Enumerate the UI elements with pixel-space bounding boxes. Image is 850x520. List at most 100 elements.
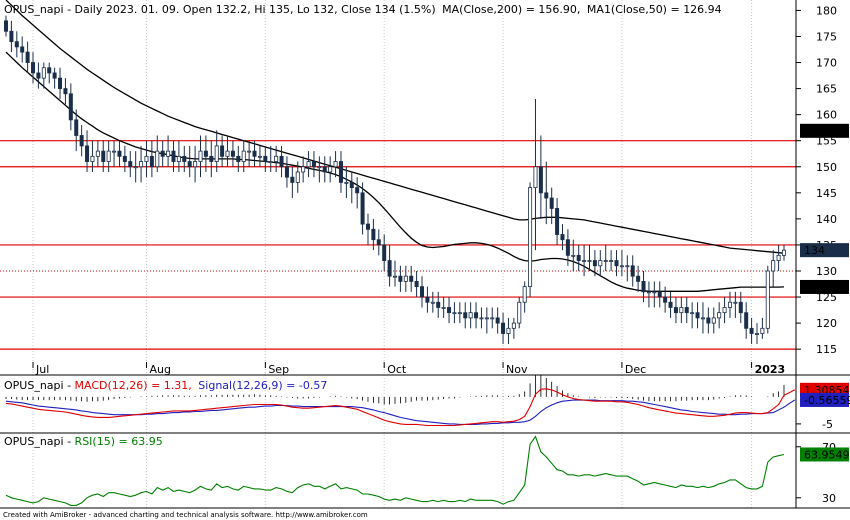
candle-body [765, 270, 770, 329]
candle-body [117, 150, 122, 157]
candle-body [576, 254, 581, 261]
candle-body [214, 145, 219, 162]
candle-body [695, 312, 700, 319]
candle-body [182, 155, 187, 162]
candle-body [668, 301, 673, 308]
price-y-tick-label: 115 [816, 343, 837, 356]
candle-body [171, 150, 176, 162]
ma50-header-text: MA1(Close,50) = 126.94 [587, 3, 722, 16]
rsi-panel-title: OPUS_napi - RSI(15) = 63.95 [4, 435, 163, 448]
x-tick-label: Oct [387, 363, 407, 376]
candle-body [652, 291, 657, 294]
axis-tick-labels: JulAugSepOctNovDec2023115120125130135140… [35, 4, 837, 504]
candle-body [355, 187, 360, 194]
candle-body [544, 192, 549, 199]
candle-body [511, 322, 516, 329]
candle-body [425, 296, 430, 303]
price-y-tick-label: 120 [816, 317, 837, 330]
candle-body [133, 166, 138, 169]
candle-body [230, 150, 235, 157]
candle-body [614, 260, 619, 267]
candle-body [349, 181, 354, 189]
candle-body [301, 166, 306, 173]
panel-frames [0, 0, 850, 509]
candle-body [582, 260, 587, 262]
candle-body [479, 317, 484, 320]
price-y-tick-label: 175 [816, 30, 837, 43]
rsi-panel-marks [5, 435, 785, 506]
candle-body [517, 301, 522, 324]
candle-body [47, 67, 52, 74]
candle-body [711, 317, 716, 324]
candle-body [603, 260, 608, 262]
candle-body [306, 161, 311, 168]
candle-body [609, 260, 614, 262]
candle-body [538, 166, 543, 194]
candle-body [257, 155, 262, 158]
candle-body [68, 93, 73, 121]
candle-body [430, 301, 435, 304]
candle-body [284, 166, 289, 178]
candle-body [36, 72, 41, 79]
price-y-tick-label: 145 [816, 187, 837, 200]
candle-body [209, 155, 214, 162]
candle-body [263, 155, 268, 162]
candle-body [646, 291, 651, 294]
candle-body [690, 312, 695, 315]
candle-body [630, 265, 635, 277]
candle-body [619, 265, 624, 268]
candle-body [360, 192, 365, 225]
candle-body [95, 150, 100, 157]
candle-body [112, 150, 117, 153]
x-tick-label: Aug [149, 363, 170, 376]
footer-credit: Created with AmiBroker - advanced charti… [3, 511, 368, 519]
ma200-header-text: MA(Close,200) = 156.90, [442, 3, 580, 16]
candle-body [441, 307, 446, 309]
candle-body [128, 161, 133, 168]
candle-body [317, 166, 322, 169]
candle-body [636, 275, 641, 282]
candle-body [52, 72, 57, 79]
candle-body [436, 301, 441, 308]
ma50-badge-box [800, 279, 849, 294]
ma200-badge-text: 156.899 [804, 125, 850, 138]
macd-line [5, 388, 796, 427]
last-close-badge-text: 134 [804, 244, 825, 257]
candle-body [31, 62, 36, 74]
candle-body [85, 145, 90, 162]
candle-body [506, 327, 511, 334]
candle-body [41, 67, 46, 79]
macd-panel-marks [5, 374, 796, 427]
support-resistance-lines [0, 140, 796, 350]
last-close-badge-box [800, 243, 849, 258]
candle-body [344, 181, 349, 184]
candle-body [58, 77, 63, 89]
candle-body [198, 150, 203, 162]
x-tick-label: Dec [625, 363, 646, 376]
candle-body [101, 150, 106, 162]
candle-body [9, 30, 14, 43]
candle-body [392, 275, 397, 278]
price-y-tick-label: 180 [816, 4, 837, 17]
candle-body [338, 161, 343, 183]
candle-body [457, 312, 462, 315]
candle-body [717, 312, 722, 319]
macd-value-text: MACD(12,26) = 1.31, [75, 379, 192, 392]
candle-body [592, 260, 597, 267]
candle-body [738, 301, 743, 314]
candle-body [268, 161, 273, 163]
candle-body [220, 145, 225, 157]
candle-body [474, 312, 479, 319]
candle-body [782, 249, 787, 256]
candle-body [187, 161, 192, 168]
candle-body [387, 260, 392, 277]
macd-panel-title: OPUS_napi - MACD(12,26) = 1.31, Signal(1… [4, 379, 327, 392]
rsi-value-text: RSI(15) = 63.95 [75, 435, 163, 448]
candle-body [149, 155, 154, 168]
candle-body [4, 20, 9, 32]
candle-body [771, 260, 776, 272]
candle-body [468, 312, 473, 319]
macd-y-tick-label: -5 [822, 418, 833, 431]
candle-body [236, 155, 241, 162]
